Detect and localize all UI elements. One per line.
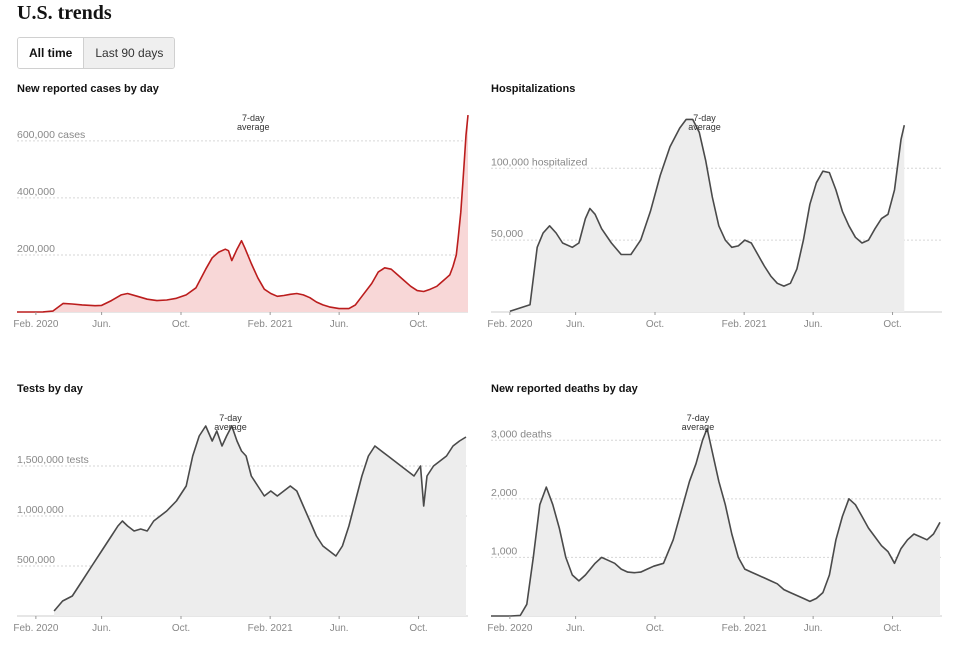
- tests-by-day-area: [54, 426, 466, 616]
- x-tick-label: Feb. 2020: [487, 623, 532, 634]
- x-tick-label: Feb. 2021: [722, 319, 767, 330]
- tests-chart-title: Tests by day: [17, 383, 83, 395]
- x-tick-label: Oct.: [409, 623, 427, 634]
- page-title: U.S. trends: [17, 2, 112, 24]
- x-tick-label: Jun.: [566, 623, 585, 634]
- x-tick-label: Jun.: [804, 319, 823, 330]
- x-tick-label: Oct.: [172, 319, 190, 330]
- new-reported-deaths-by-day-area: [491, 428, 940, 616]
- y-tick-label: 600,000 cases: [17, 129, 85, 141]
- y-tick-label: 2,000: [491, 487, 517, 499]
- y-tick-label: 100,000 hospitalized: [491, 156, 587, 168]
- annotation-label-7-day: 7-day: [687, 413, 710, 423]
- hospitalizations-chart-title: Hospitalizations: [491, 83, 576, 95]
- new-reported-cases-by-day-area: [17, 115, 468, 312]
- y-tick-label: 50,000: [491, 228, 523, 240]
- deaths-chart-title: New reported deaths by day: [491, 383, 638, 395]
- annotation-label-average: average: [237, 122, 270, 132]
- hospitalizations-line: [509, 118, 906, 313]
- y-tick-label: 3,000 deaths: [491, 428, 552, 440]
- annotation-label-7-day: 7-day: [693, 113, 716, 123]
- x-tick-label: Jun.: [566, 319, 585, 330]
- annotation-label-average: average: [682, 422, 715, 432]
- y-tick-label: 1,500,000 tests: [17, 454, 89, 466]
- new-reported-cases-by-day-line: [16, 115, 469, 313]
- x-tick-label: Feb. 2021: [248, 319, 293, 330]
- x-tick-label: Feb. 2020: [13, 319, 58, 330]
- tests-by-day-line: [53, 425, 467, 612]
- y-tick-label: 400,000: [17, 186, 55, 198]
- x-tick-label: Oct.: [646, 623, 664, 634]
- time-range-toggle: All time Last 90 days: [17, 37, 176, 69]
- y-tick-label: 200,000: [17, 243, 55, 255]
- last-90-days-button[interactable]: Last 90 days: [83, 38, 175, 68]
- x-tick-label: Oct.: [172, 623, 190, 634]
- cases-chart: 200,000 400,000 600,000 cases Feb. 2020 Jun.…: [13, 113, 469, 330]
- annotation-label-average: average: [214, 422, 247, 432]
- x-tick-label: Oct.: [883, 623, 901, 634]
- x-tick-label: Jun.: [330, 319, 349, 330]
- new-reported-deaths-by-day-line: [491, 427, 941, 617]
- annotation-label-7-day: 7-day: [219, 413, 242, 423]
- hospitalizations-chart: 50,000 100,000 hospitalized Feb. 2020 Jun. O…: [487, 113, 942, 330]
- annotation-label-7-day: 7-day: [242, 113, 265, 123]
- annotation-label-average: average: [688, 122, 721, 132]
- cases-chart-title: New reported cases by day: [17, 83, 159, 95]
- hospitalizations-area: [509, 119, 905, 313]
- x-tick-label: Jun.: [92, 319, 111, 330]
- y-tick-label: 1,000,000: [17, 504, 64, 516]
- x-tick-label: Oct.: [646, 319, 664, 330]
- x-tick-label: Jun.: [330, 623, 349, 634]
- all-time-button[interactable]: All time: [18, 38, 84, 68]
- y-tick-label: 1,000: [491, 545, 517, 557]
- x-tick-label: Jun.: [92, 623, 111, 634]
- x-tick-label: Oct.: [409, 319, 427, 330]
- x-tick-label: Jun.: [804, 623, 823, 634]
- x-tick-label: Oct.: [883, 319, 901, 330]
- tests-chart: 500,000 1,000,000 1,500,000 tests Feb. 2020…: [13, 413, 468, 634]
- y-tick-label: 500,000: [17, 554, 55, 566]
- x-tick-label: Feb. 2020: [13, 623, 58, 634]
- x-tick-label: Feb. 2021: [722, 623, 767, 634]
- x-tick-label: Feb. 2020: [487, 319, 532, 330]
- x-tick-label: Feb. 2021: [248, 623, 293, 634]
- deaths-chart: 1,000 2,000 3,000 deaths Feb. 2020 Jun. Oct. F…: [487, 413, 942, 634]
